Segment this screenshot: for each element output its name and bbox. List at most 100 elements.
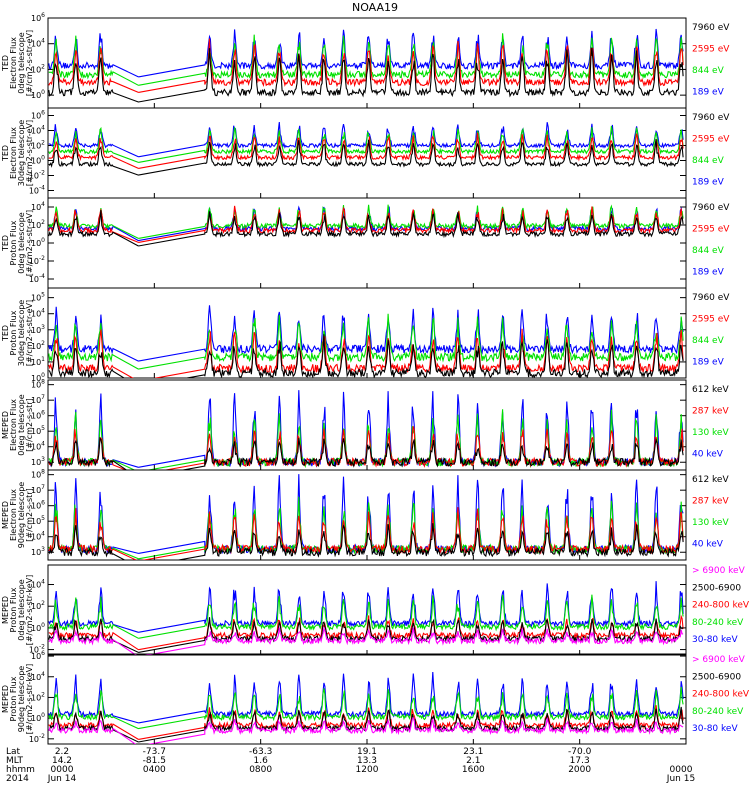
y-tick-label: 102 (31, 219, 45, 230)
x-tick-label: 0000 (670, 765, 693, 775)
series-7960-ev (48, 139, 684, 176)
legend-entry: 40 keV (692, 539, 724, 549)
y-axis-label: [#/cm2-s-str-eV] (25, 30, 34, 96)
series-80-240-kev (48, 686, 684, 730)
y-tick-label: 10-2 (29, 644, 45, 655)
series-189-ev (48, 305, 684, 362)
y-axis-label: Electron Flux (9, 127, 18, 179)
y-tick-label: 107 (31, 484, 45, 495)
series-612-kev (48, 436, 684, 470)
legend-entry: 30-80 keV (692, 635, 738, 645)
legend-entry: 189 eV (692, 177, 725, 187)
y-axis-label: 30deg telescope (17, 120, 26, 187)
y-tick-label: 106 (31, 12, 45, 23)
y-tick-label: 104 (31, 579, 45, 590)
y-axis-label: MEPED (1, 411, 10, 439)
legend-entry: 40 keV (692, 449, 724, 459)
series-80-240-kev (48, 594, 684, 639)
legend-entry: 130 keV (692, 428, 729, 438)
y-tick-label: 100 (31, 89, 45, 100)
x-tick-label: -63.3 (249, 747, 272, 757)
series-2595-ev (48, 132, 684, 169)
y-tick-label: 106 (31, 110, 45, 121)
y-axis-label: MEPED (1, 596, 10, 624)
x-tick-label: Jun 14 (47, 774, 77, 784)
legend-entry: 844 eV (692, 156, 725, 166)
trace-group (48, 121, 684, 176)
y-axis-label: Proton Flux (9, 676, 18, 721)
series--6900-kev (48, 626, 684, 655)
axis-row-label: MLT (6, 756, 24, 766)
y-tick-label: 10-4 (29, 273, 45, 284)
y-tick-label: 105 (31, 425, 45, 436)
y-tick-label: 105 (31, 292, 45, 303)
x-tick-label: 17.3 (570, 756, 590, 766)
x-tick-label: -81.5 (143, 756, 166, 766)
y-tick-label: 103 (31, 456, 45, 467)
x-tick-label: -73.7 (143, 747, 166, 757)
x-tick-label: 0000 (51, 765, 74, 775)
y-axis-label: Proton Flux (9, 220, 18, 265)
y-tick-label: 108 (31, 469, 45, 480)
series-844-ev (48, 33, 684, 86)
panel-7: 104 102 100 10-2 MEPED Proton Flux 0deg telesc… (1, 564, 750, 656)
y-tick-label: 108 (31, 379, 45, 390)
legend-entry: 844 eV (692, 246, 725, 256)
y-tick-label: 10-2 (29, 733, 45, 744)
series-189-ev (48, 121, 684, 158)
y-axis-label: MEPED (1, 685, 10, 713)
series-7960-ev (48, 334, 684, 378)
panel-8: 106 104 102 100 10-2 MEPED Proton Flux 90deg te… (1, 650, 750, 745)
y-axis-label: 0deg telescope (17, 579, 26, 640)
legend-entry: > 6900 keV (692, 655, 746, 665)
legend-entry: 7960 eV (692, 293, 730, 303)
y-tick-label: 104 (31, 38, 45, 49)
y-tick-label: 104 (31, 201, 45, 212)
figure-title: NOAA19 (352, 1, 398, 14)
legend-entry: 2500-6900 (692, 583, 741, 593)
legend-entry: 7960 eV (692, 23, 730, 33)
y-tick-label: 10-2 (29, 255, 45, 266)
trace-group (48, 671, 684, 744)
y-axis-label: [#/cm2-s-str] (25, 488, 34, 541)
legend-entry: 2595 eV (692, 224, 730, 234)
legend-entry: > 6900 keV (692, 566, 746, 576)
y-tick-label: 105 (31, 515, 45, 526)
trace-group (48, 474, 684, 560)
y-tick-label: 104 (31, 441, 45, 452)
y-axis-label: 30deg telescope (17, 300, 26, 367)
panel-5: 108 107 106 105 104 103 MEPED Electron Flux 0deg… (1, 379, 729, 471)
x-tick-label: 19.1 (357, 747, 377, 757)
y-tick-label: 100 (31, 237, 45, 248)
trace-group (48, 28, 684, 103)
x-tick-label: 13.3 (357, 756, 377, 766)
series-30-80-kev (48, 581, 684, 633)
x-tick-label: 2000 (568, 765, 591, 775)
panel-4: 105 104 103 102 101 100 TED Proton Flux 30deg te… (1, 287, 730, 383)
panel-1: 106 104 102 100 TED Electron Flux 0deg telesco… (1, 12, 730, 109)
series-7960-ev (48, 209, 684, 247)
legend-entry: 189 eV (692, 267, 725, 277)
y-axis-label: Electron Flux (9, 399, 18, 451)
panel-6: 108 107 106 105 104 103 MEPED Electron Flux 90de… (1, 469, 729, 561)
legend-entry: 189 eV (692, 87, 725, 97)
legend-entry: 7960 eV (692, 203, 730, 213)
y-axis-label: TED (1, 145, 10, 162)
x-tick-label: -70.0 (568, 747, 592, 757)
series-7960-ev (48, 47, 684, 103)
y-tick-label: 100 (31, 712, 45, 723)
y-tick-label: 100 (31, 622, 45, 633)
y-axis-label: 0deg telescope (17, 394, 26, 455)
y-axis-label: TED (1, 235, 10, 252)
y-axis-label: Electron Flux (9, 37, 18, 89)
y-axis-label: [#/cm2-s-str-eV] (25, 210, 34, 276)
axis-row-label: 2014 (6, 774, 29, 784)
y-axis-label: Proton Flux (9, 587, 18, 632)
x-tick-label: 1.6 (254, 756, 269, 766)
y-axis-label: [#/cm2-s-str] (25, 398, 34, 451)
trace-group (48, 390, 684, 470)
y-tick-label: 10-4 (29, 185, 45, 196)
x-tick-label: 1600 (462, 765, 485, 775)
legend-entry: 30-80 keV (692, 724, 738, 734)
